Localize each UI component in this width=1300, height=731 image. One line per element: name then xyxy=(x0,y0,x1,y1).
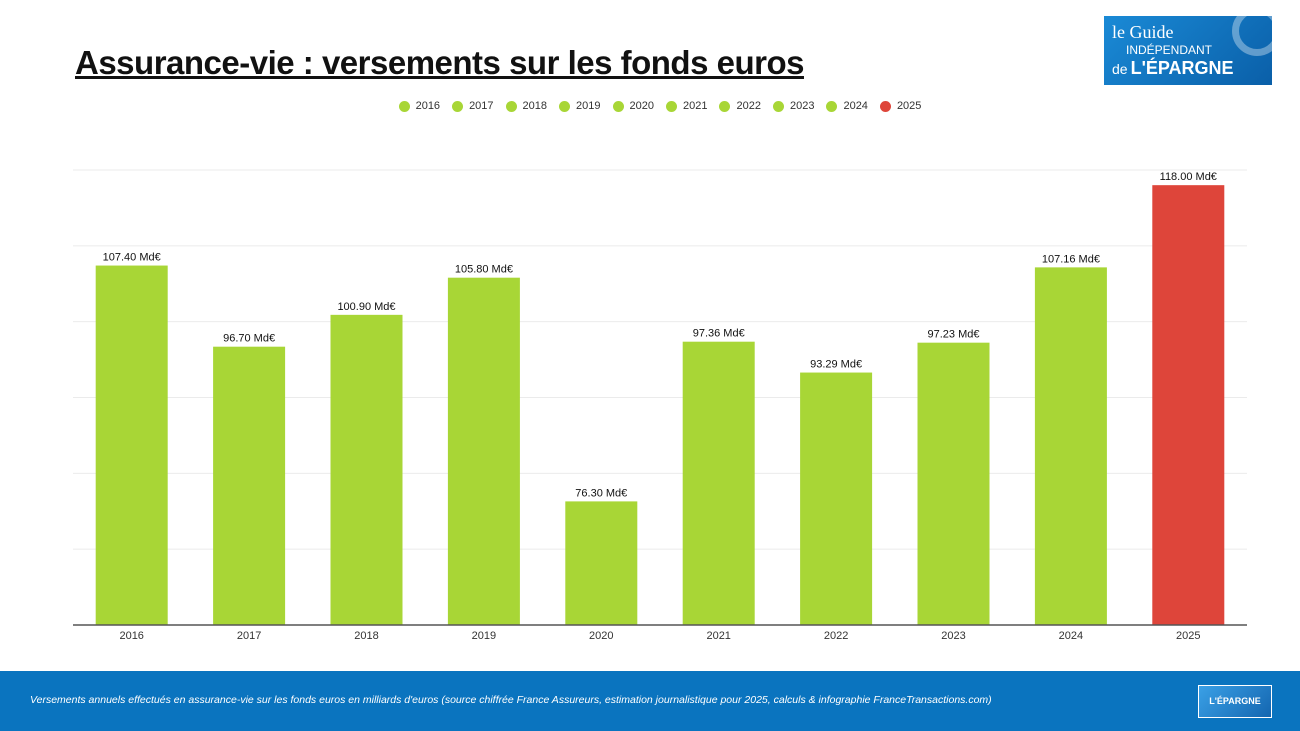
legend-item: 2020 xyxy=(612,100,654,112)
bar xyxy=(565,501,638,625)
legend-label: 2024 xyxy=(843,100,868,112)
bar xyxy=(682,341,755,625)
legend-item: 2023 xyxy=(772,100,815,112)
legend-item: 2018 xyxy=(505,100,548,112)
logo-line-guide: le Guide xyxy=(1112,22,1174,42)
bar xyxy=(917,342,990,625)
legend-item: 2024 xyxy=(826,100,868,112)
legend-item: 2022 xyxy=(719,100,761,112)
bar xyxy=(330,314,403,625)
legend-label: 2019 xyxy=(576,100,601,112)
legend-label: 2025 xyxy=(896,100,922,112)
legend-label: 2022 xyxy=(736,100,761,112)
legend-swatch xyxy=(505,100,517,112)
legend-label: 2018 xyxy=(522,100,548,112)
data-label: 105.80 Md€ xyxy=(455,264,513,276)
x-tick-label: 2023 xyxy=(941,630,965,642)
legend-label: 2021 xyxy=(683,100,708,112)
legend-swatch xyxy=(398,100,410,112)
x-tick-label: 2021 xyxy=(706,630,730,642)
legend-item: 2025 xyxy=(879,100,922,112)
legend-swatch xyxy=(772,100,784,112)
legend-swatch xyxy=(612,100,624,112)
data-label: 96.70 Md€ xyxy=(223,333,275,345)
bar xyxy=(213,346,286,625)
bar-chart: 107.40 Md€ 2016 96.70 Md€ 2017 100.90 Md€ 201… xyxy=(73,169,1247,642)
legend-label: 2020 xyxy=(629,100,654,112)
page-title: Assurance-vie : versements sur les fonds… xyxy=(75,44,804,81)
legend-item: 2021 xyxy=(666,100,707,112)
legend-swatch xyxy=(559,100,571,112)
legend-swatch xyxy=(452,100,464,112)
footer-logo: L'ÉPARGNE xyxy=(1198,685,1272,718)
legend-swatch xyxy=(826,100,838,112)
x-tick-label: 2016 xyxy=(119,630,143,642)
x-tick-label: 2019 xyxy=(472,630,496,642)
brand-logo: le Guide INDÉPENDANT de L'ÉPARGNE xyxy=(1104,16,1272,85)
bar xyxy=(447,277,520,625)
x-tick-label: 2024 xyxy=(1059,630,1083,642)
bar xyxy=(800,372,873,625)
bar xyxy=(95,265,168,625)
data-label: 118.00 Md€ xyxy=(1160,171,1217,183)
legend-label: 2016 xyxy=(415,100,441,112)
footer-bar: Versements annuels effectués en assuranc… xyxy=(0,671,1300,731)
data-label: 97.23 Md€ xyxy=(928,329,980,341)
legend-label: 2017 xyxy=(469,100,494,112)
legend-item: 2019 xyxy=(559,100,601,112)
legend-swatch xyxy=(666,100,677,112)
logo-line-epargne: de L'ÉPARGNE xyxy=(1112,58,1234,78)
data-label: 76.30 Md€ xyxy=(575,487,627,499)
x-tick-label: 2025 xyxy=(1176,630,1200,642)
legend-item: 2017 xyxy=(452,100,494,112)
x-tick-label: 2017 xyxy=(237,630,261,642)
x-tick-label: 2018 xyxy=(354,630,378,642)
logo-line-independant: INDÉPENDANT xyxy=(1126,43,1213,57)
legend-swatch xyxy=(879,100,891,112)
data-label: 107.16 Md€ xyxy=(1042,253,1100,265)
chart-legend: 2016 2017 2018 2019 2020 2021 2022 2023 2024 2025 xyxy=(0,100,1300,112)
data-label: 93.29 Md€ xyxy=(810,359,862,371)
legend-swatch xyxy=(719,100,731,112)
bar xyxy=(1152,185,1225,625)
bar xyxy=(1034,267,1107,625)
legend-item: 2016 xyxy=(398,100,441,112)
data-label: 107.40 Md€ xyxy=(103,252,161,264)
x-tick-label: 2020 xyxy=(589,630,613,642)
footer-caption: Versements annuels effectués en assuranc… xyxy=(30,694,992,706)
data-label: 100.90 Md€ xyxy=(337,301,395,313)
data-label: 97.36 Md€ xyxy=(693,328,745,340)
logo-ring xyxy=(1232,16,1272,56)
legend-label: 2023 xyxy=(789,100,815,112)
x-tick-label: 2022 xyxy=(824,630,848,642)
